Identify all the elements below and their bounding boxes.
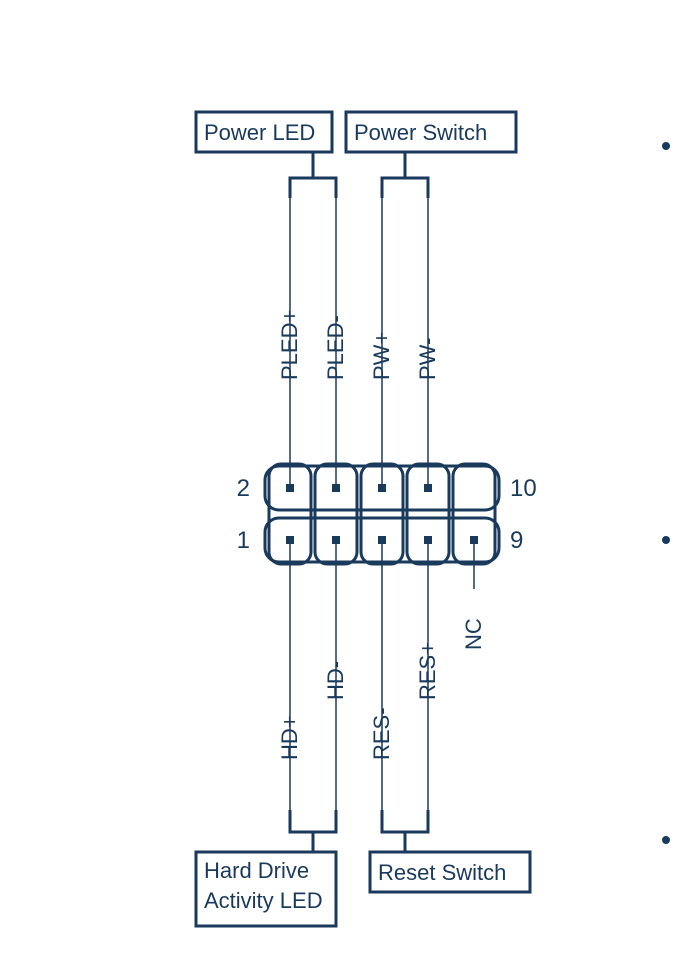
bracket-reset — [382, 810, 428, 832]
pin-number-top-right: 10 — [510, 475, 537, 502]
power-switch-label: Power Switch — [354, 120, 487, 145]
pin-label-HD-: HD- — [323, 661, 348, 700]
hdd-led-label-2: Activity LED — [204, 888, 323, 913]
reset-switch-label: Reset Switch — [378, 860, 506, 885]
pin-label-PLED+: PLED+ — [277, 310, 302, 380]
bullet-dot — [662, 836, 670, 844]
bullet-dot — [662, 142, 670, 150]
bullet-dot — [662, 536, 670, 544]
pin-number-bottom-left: 1 — [237, 527, 250, 554]
pin-label-RES+: RES+ — [415, 642, 440, 700]
bracket-power-switch — [382, 178, 428, 198]
bracket-power-led — [290, 178, 336, 198]
pin-number-top-left: 2 — [237, 475, 250, 502]
hdd-led-label-1: Hard Drive — [204, 858, 309, 883]
pin-label-NC: NC — [461, 618, 486, 650]
bracket-hdd — [290, 810, 336, 832]
pin-label-HD+: HD+ — [277, 715, 302, 760]
pin-label-PW+: PW+ — [369, 332, 394, 380]
pin-label-RES-: RES- — [369, 707, 394, 760]
power-led-label: Power LED — [204, 120, 315, 145]
pin-number-bottom-right: 9 — [510, 527, 523, 554]
